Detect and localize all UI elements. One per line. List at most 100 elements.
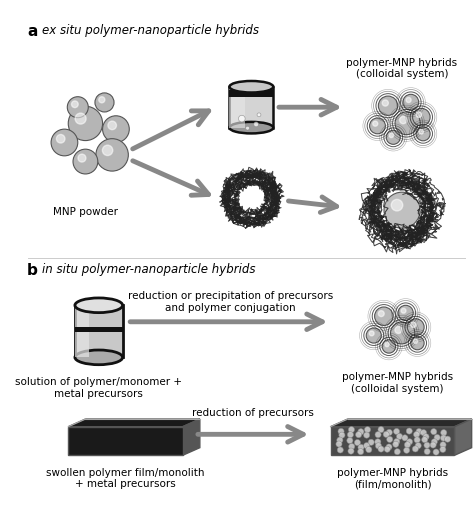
Circle shape xyxy=(368,439,374,445)
Circle shape xyxy=(407,319,424,336)
Circle shape xyxy=(410,322,416,328)
Circle shape xyxy=(387,436,393,443)
Circle shape xyxy=(348,427,355,433)
Circle shape xyxy=(394,449,401,455)
FancyBboxPatch shape xyxy=(75,327,123,332)
Circle shape xyxy=(238,115,245,122)
Circle shape xyxy=(419,130,423,134)
Circle shape xyxy=(358,444,364,450)
Circle shape xyxy=(389,133,393,137)
Circle shape xyxy=(403,447,410,453)
Circle shape xyxy=(424,449,430,455)
Circle shape xyxy=(385,342,389,346)
Circle shape xyxy=(355,439,361,446)
Circle shape xyxy=(386,444,392,450)
Circle shape xyxy=(420,430,427,436)
Circle shape xyxy=(424,442,430,448)
Ellipse shape xyxy=(75,298,123,313)
Circle shape xyxy=(394,438,400,445)
Circle shape xyxy=(440,442,446,448)
Circle shape xyxy=(407,439,412,445)
Circle shape xyxy=(384,192,420,228)
Polygon shape xyxy=(68,419,200,427)
Circle shape xyxy=(440,446,446,452)
Circle shape xyxy=(102,145,113,155)
Circle shape xyxy=(337,437,343,443)
Circle shape xyxy=(339,432,345,438)
Circle shape xyxy=(356,432,362,438)
Circle shape xyxy=(366,328,381,343)
Polygon shape xyxy=(68,427,182,455)
Circle shape xyxy=(336,441,342,447)
Circle shape xyxy=(423,434,429,440)
Circle shape xyxy=(391,199,403,211)
Circle shape xyxy=(395,112,418,135)
Text: ex situ polymer-nanoparticle hybrids: ex situ polymer-nanoparticle hybrids xyxy=(42,24,258,37)
Text: reduction of precursors: reduction of precursors xyxy=(192,408,314,417)
Circle shape xyxy=(73,149,98,174)
Circle shape xyxy=(422,436,428,443)
Circle shape xyxy=(433,449,439,455)
Text: in situ polymer-nanoparticle hybrids: in situ polymer-nanoparticle hybrids xyxy=(42,263,255,275)
Circle shape xyxy=(412,446,419,452)
Circle shape xyxy=(246,126,249,130)
Circle shape xyxy=(406,98,411,103)
Circle shape xyxy=(375,432,381,437)
Circle shape xyxy=(413,339,418,343)
Circle shape xyxy=(67,97,88,118)
Circle shape xyxy=(68,106,102,141)
Circle shape xyxy=(358,429,364,435)
Circle shape xyxy=(416,429,422,434)
Text: polymer-MNP hybrids
(colloidal system): polymer-MNP hybrids (colloidal system) xyxy=(346,58,457,79)
Text: swollen polymer film/monolith
+ metal precursors: swollen polymer film/monolith + metal pr… xyxy=(46,468,205,490)
Circle shape xyxy=(386,130,400,144)
Circle shape xyxy=(357,449,364,455)
Text: polymer-MNP hybrids
(colloidal system): polymer-MNP hybrids (colloidal system) xyxy=(342,373,453,394)
Circle shape xyxy=(75,113,86,124)
Circle shape xyxy=(72,101,78,108)
Text: reduction or precipitation of precursors
and polymer conjugation: reduction or precipitation of precursors… xyxy=(128,291,333,313)
Circle shape xyxy=(383,431,389,437)
Circle shape xyxy=(430,442,436,448)
Circle shape xyxy=(364,443,370,449)
Circle shape xyxy=(445,436,451,442)
Circle shape xyxy=(102,116,129,143)
Circle shape xyxy=(384,446,390,452)
FancyBboxPatch shape xyxy=(229,90,273,97)
FancyBboxPatch shape xyxy=(229,87,273,128)
Text: b: b xyxy=(27,263,38,277)
FancyBboxPatch shape xyxy=(75,305,123,357)
Circle shape xyxy=(374,307,393,326)
Polygon shape xyxy=(330,419,472,427)
Circle shape xyxy=(441,430,447,436)
Circle shape xyxy=(382,100,388,106)
Circle shape xyxy=(410,336,424,350)
Circle shape xyxy=(370,118,385,134)
Circle shape xyxy=(431,429,437,435)
Circle shape xyxy=(386,429,392,435)
Circle shape xyxy=(416,127,430,141)
Circle shape xyxy=(378,427,384,433)
Polygon shape xyxy=(455,419,472,455)
Text: polymer-MNP hybrids
(film/monolith): polymer-MNP hybrids (film/monolith) xyxy=(337,468,448,490)
Circle shape xyxy=(396,433,402,439)
Ellipse shape xyxy=(229,81,273,92)
Circle shape xyxy=(375,439,381,445)
Circle shape xyxy=(392,441,399,447)
Circle shape xyxy=(378,311,384,317)
Ellipse shape xyxy=(75,350,123,365)
Circle shape xyxy=(337,447,343,453)
Circle shape xyxy=(415,443,421,449)
Circle shape xyxy=(403,95,419,110)
Circle shape xyxy=(404,442,410,448)
Circle shape xyxy=(400,117,407,124)
Circle shape xyxy=(373,121,378,126)
Circle shape xyxy=(99,97,105,103)
Circle shape xyxy=(108,121,117,130)
Circle shape xyxy=(56,134,65,143)
Circle shape xyxy=(78,154,86,162)
Circle shape xyxy=(401,308,406,313)
Circle shape xyxy=(391,322,412,344)
Circle shape xyxy=(412,108,430,126)
Circle shape xyxy=(431,439,438,445)
